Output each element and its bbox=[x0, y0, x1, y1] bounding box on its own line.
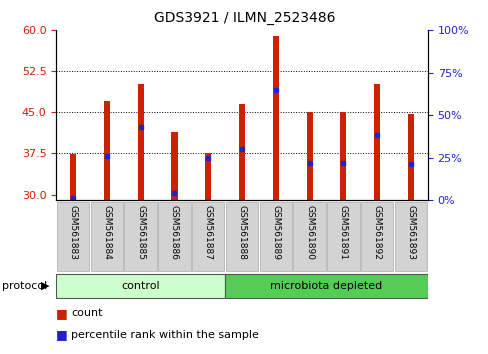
Text: GSM561885: GSM561885 bbox=[136, 205, 145, 259]
Bar bbox=[340, 112, 346, 200]
FancyBboxPatch shape bbox=[326, 202, 359, 271]
Text: GDS3921 / ILMN_2523486: GDS3921 / ILMN_2523486 bbox=[153, 11, 335, 25]
Text: GSM561893: GSM561893 bbox=[406, 205, 415, 259]
FancyBboxPatch shape bbox=[158, 202, 190, 271]
Text: microbiota depleted: microbiota depleted bbox=[270, 281, 382, 291]
FancyBboxPatch shape bbox=[360, 202, 393, 271]
Bar bbox=[205, 153, 211, 200]
FancyBboxPatch shape bbox=[90, 202, 123, 271]
Bar bbox=[171, 132, 177, 200]
Bar bbox=[103, 101, 110, 200]
FancyBboxPatch shape bbox=[394, 202, 427, 271]
Text: protocol: protocol bbox=[2, 281, 48, 291]
FancyBboxPatch shape bbox=[124, 202, 157, 271]
Bar bbox=[272, 35, 278, 200]
Text: GSM561889: GSM561889 bbox=[271, 205, 280, 259]
FancyBboxPatch shape bbox=[57, 202, 89, 271]
Text: GSM561884: GSM561884 bbox=[102, 205, 111, 259]
FancyBboxPatch shape bbox=[293, 202, 325, 271]
Bar bbox=[239, 104, 244, 200]
FancyBboxPatch shape bbox=[259, 202, 291, 271]
Text: GSM561888: GSM561888 bbox=[237, 205, 246, 259]
Text: GSM561890: GSM561890 bbox=[305, 205, 313, 259]
Text: percentile rank within the sample: percentile rank within the sample bbox=[71, 330, 258, 339]
FancyBboxPatch shape bbox=[56, 274, 224, 298]
FancyBboxPatch shape bbox=[225, 202, 258, 271]
FancyBboxPatch shape bbox=[224, 274, 427, 298]
Text: GSM561892: GSM561892 bbox=[372, 205, 381, 259]
Bar bbox=[138, 84, 143, 200]
Text: control: control bbox=[121, 281, 160, 291]
Text: ■: ■ bbox=[56, 307, 68, 320]
Text: ▶: ▶ bbox=[41, 281, 49, 291]
Bar bbox=[70, 154, 76, 200]
Text: GSM561883: GSM561883 bbox=[68, 205, 78, 259]
Bar bbox=[373, 84, 380, 200]
Text: count: count bbox=[71, 308, 102, 318]
Text: GSM561887: GSM561887 bbox=[203, 205, 212, 259]
Bar bbox=[407, 114, 413, 200]
Bar bbox=[306, 112, 312, 200]
FancyBboxPatch shape bbox=[192, 202, 224, 271]
Text: GSM561886: GSM561886 bbox=[170, 205, 179, 259]
Text: GSM561891: GSM561891 bbox=[338, 205, 347, 259]
Text: ■: ■ bbox=[56, 328, 68, 341]
